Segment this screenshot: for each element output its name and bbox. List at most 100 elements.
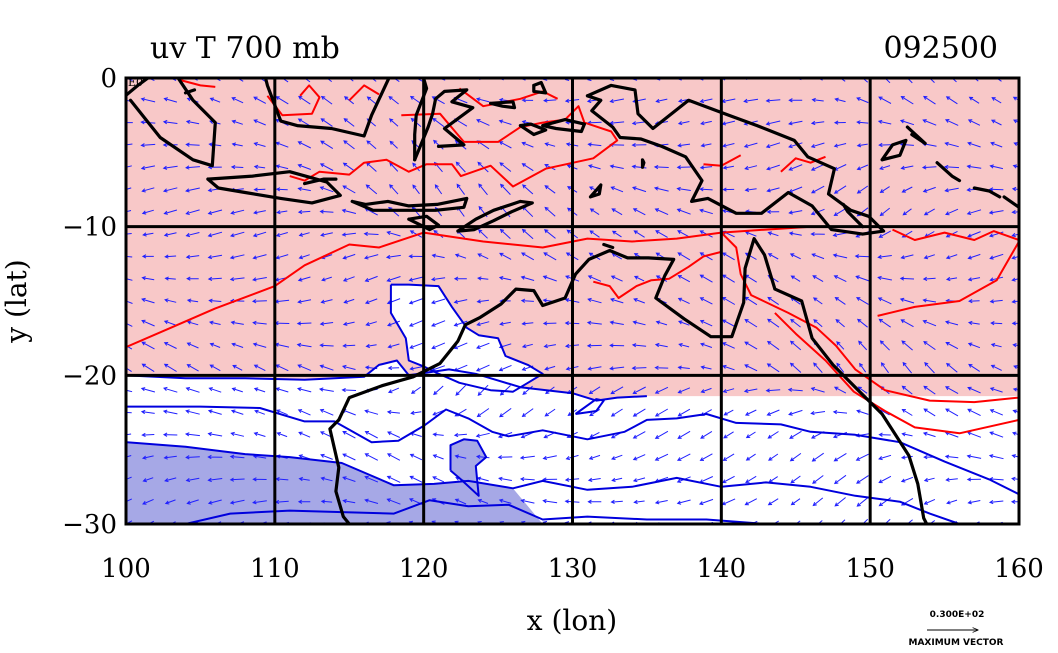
- wind-vector: [790, 498, 801, 506]
- wind-vector: [499, 252, 512, 260]
- wind-vector: [902, 361, 912, 374]
- wind-vector: [967, 277, 981, 282]
- wind-vector: [967, 500, 981, 505]
- wind-vector: [392, 78, 400, 83]
- wind-vector: [186, 276, 199, 281]
- wind-vector: [454, 253, 467, 259]
- wind-vector: [163, 386, 178, 393]
- coastline: [602, 242, 615, 250]
- wind-vector: [677, 121, 690, 126]
- wind-vector: [364, 453, 379, 461]
- wind-vector: [1011, 209, 1019, 215]
- coastline: [935, 161, 962, 183]
- wind-vector: [944, 187, 959, 193]
- wind-vector: [321, 276, 332, 282]
- wind-vector: [631, 142, 647, 148]
- coastline: [518, 122, 548, 137]
- coastline: [126, 78, 217, 168]
- wind-vector: [878, 318, 891, 328]
- wind-vector: [253, 387, 266, 393]
- wind-vector: [164, 477, 177, 483]
- grid-lines: [126, 78, 1019, 524]
- wind-vector: [698, 498, 714, 506]
- wind-vector: [945, 96, 958, 105]
- wind-vector: [767, 318, 780, 328]
- wind-vector: [162, 165, 178, 170]
- cold-region: [126, 442, 543, 524]
- wind-vector: [476, 321, 490, 327]
- wind-vector: [789, 340, 802, 351]
- wind-vector: [365, 184, 378, 195]
- wind-vector: [817, 520, 823, 524]
- wind-vector: [788, 142, 803, 149]
- wind-vector: [633, 499, 645, 505]
- wind-vector: [589, 208, 600, 216]
- wind-vector: [208, 298, 222, 303]
- wind-vector: [833, 207, 847, 216]
- wind-vector: [878, 475, 892, 484]
- wind-vector: [877, 119, 892, 125]
- wind-vector: [877, 275, 892, 281]
- wind-vector: [521, 408, 534, 418]
- wind-vector: [788, 210, 803, 215]
- wind-vector: [902, 208, 912, 216]
- x-tick-label: 160: [994, 554, 1044, 584]
- wind-vector: [700, 430, 713, 439]
- wind-vector: [721, 342, 735, 349]
- wind-vector: [789, 452, 802, 462]
- wind-vector: [1012, 96, 1019, 101]
- wind-vector: [410, 410, 422, 415]
- wind-vector: [833, 474, 847, 485]
- wind-vector: [990, 119, 1002, 126]
- wind-vector: [743, 98, 759, 104]
- wind-vector: [856, 120, 869, 125]
- wind-vector: [699, 165, 713, 170]
- wind-vector: [275, 164, 289, 170]
- wind-vector: [141, 187, 155, 193]
- wind-vector: [542, 499, 558, 504]
- wind-vector: [587, 275, 602, 282]
- wind-vector: [319, 364, 334, 371]
- wind-vector: [900, 165, 914, 170]
- wind-vector: [900, 476, 914, 483]
- wind-vector: [141, 254, 154, 259]
- wind-vector: [297, 209, 311, 215]
- wind-vector: [766, 409, 780, 416]
- wind-vector: [276, 409, 288, 416]
- wind-vector: [945, 254, 958, 260]
- wind-vector: [879, 207, 891, 217]
- wind-vector: [230, 431, 245, 437]
- wind-vector: [498, 276, 512, 281]
- wind-vector: [211, 78, 221, 82]
- wind-vector: [296, 342, 312, 348]
- wind-vector: [343, 118, 355, 127]
- wind-vector: [967, 386, 981, 394]
- wind-vector: [341, 387, 357, 393]
- wind-vector: [207, 231, 223, 238]
- wind-vector: [835, 319, 845, 328]
- wind-vector: [298, 95, 311, 105]
- wind-vector: [923, 498, 936, 505]
- wind-vector: [924, 362, 935, 374]
- wind-vector: [141, 432, 155, 438]
- wind-vector: [342, 321, 355, 326]
- coastline: [585, 83, 886, 236]
- wind-vector: [207, 432, 223, 437]
- wind-vector: [884, 518, 891, 524]
- wind-vector: [185, 142, 200, 147]
- wind-vector: [343, 96, 355, 105]
- wind-vector: [878, 230, 891, 238]
- wind-vector: [878, 432, 891, 437]
- wind-vector: [923, 385, 936, 395]
- wind-vector: [477, 498, 489, 504]
- wind-vector: [1011, 277, 1019, 282]
- wind-vector: [162, 187, 178, 193]
- coastline: [328, 418, 351, 524]
- wind-vector: [587, 499, 602, 504]
- wind-vector: [431, 298, 446, 305]
- wind-vector: [810, 120, 825, 126]
- wind-vector: [430, 277, 446, 282]
- wind-vector: [921, 165, 937, 170]
- y-tick-label: −30: [62, 510, 117, 540]
- cool-contour: [126, 441, 960, 524]
